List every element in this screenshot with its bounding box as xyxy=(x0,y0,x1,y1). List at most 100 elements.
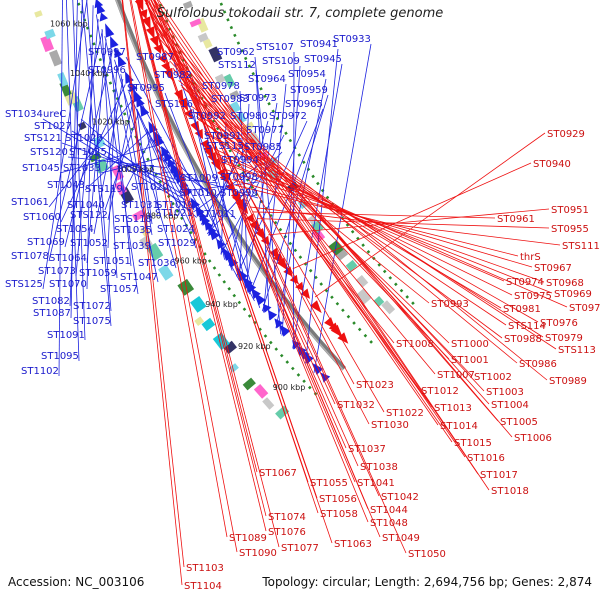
gene-label-red: ST1042 xyxy=(381,492,419,503)
blue-leader-line xyxy=(169,171,259,199)
gene-label-blue: STS107 xyxy=(256,42,294,53)
gene-label-red: ST1018 xyxy=(491,486,529,497)
cog-block-outer xyxy=(190,296,207,313)
blue-leader-line xyxy=(72,0,86,341)
kbp-tick-label: 1060 kbp xyxy=(50,19,88,28)
gene-label-blue: ST1025 xyxy=(69,147,107,158)
gene-label-blue: ST1020 xyxy=(131,182,169,193)
red-leader-line xyxy=(145,2,439,426)
cog-block-inner xyxy=(381,300,396,315)
cog-block-outer xyxy=(158,264,174,281)
gene-label-blue: ST0933 xyxy=(333,34,371,45)
gene-label-blue: ST1010 xyxy=(179,188,217,199)
blue-leader-line xyxy=(220,134,285,255)
gene-label-blue: STS119 xyxy=(85,184,123,195)
gene-label-red: ST1067 xyxy=(259,468,297,479)
reverse-gene xyxy=(276,257,288,271)
kbp-tick-label: 920 kbp xyxy=(238,342,271,351)
gene-label-red: ST1003 xyxy=(486,387,524,398)
gene-label-blue: ST0996 xyxy=(88,65,126,76)
gene-label-blue: ST0994 xyxy=(221,155,259,166)
gene-label-blue: ST0985 xyxy=(244,142,282,153)
gene-label-blue: ST1070 xyxy=(49,279,87,290)
red-leader-line xyxy=(122,0,185,568)
forward-gene xyxy=(267,310,278,321)
blue-leader-line xyxy=(255,69,270,321)
blue-leader-line xyxy=(305,48,339,364)
blue-leader-line xyxy=(236,120,308,277)
red-leader-line xyxy=(149,14,513,438)
cog-block-inner xyxy=(355,275,369,288)
gene-label-blue: ST1033 xyxy=(63,163,101,174)
blue-leader-line xyxy=(42,118,191,208)
gene-label-red: ST0988 xyxy=(504,334,542,345)
cog-block-outer xyxy=(44,28,56,40)
gene-label-red: ST1032 xyxy=(337,400,375,411)
gene-label-blue: ST1034 xyxy=(5,109,43,120)
gene-label-blue: ST1075 xyxy=(73,316,111,327)
red-leader-line xyxy=(181,86,518,364)
forward-gene xyxy=(195,205,205,217)
gene-label-red: ST1015 xyxy=(454,438,492,449)
gene-label-red: ST1038 xyxy=(360,462,398,473)
cog-block-outer xyxy=(131,209,145,222)
gene-label-blue: ST1069 xyxy=(27,237,65,248)
gene-label-red: STS111 xyxy=(562,241,600,252)
red-leader-line xyxy=(153,0,369,523)
red-leader-line xyxy=(136,0,267,532)
blue-leader-line xyxy=(151,139,237,220)
red-leader-line xyxy=(154,0,479,475)
gene-label-red: ST1008 xyxy=(396,339,434,350)
map-title: Sulfolobus tokodaii str. 7, complete gen… xyxy=(156,6,444,21)
reverse-gene xyxy=(217,168,226,178)
gene-label-blue: ST1039 xyxy=(113,241,151,252)
cog-block-inner xyxy=(182,0,193,10)
gene-label-blue: ST1072 xyxy=(73,301,111,312)
gene-label-blue: STS116 xyxy=(155,99,193,110)
reverse-gene xyxy=(141,16,151,30)
red-leader-line xyxy=(252,211,496,219)
cog-block-outer xyxy=(212,332,230,351)
gene-label-red: ST1004 xyxy=(491,400,529,411)
red-leader-line xyxy=(146,0,453,443)
gene-label-blue: ST1026 xyxy=(65,133,103,144)
cog-block-inner xyxy=(345,259,358,272)
gene-label-red: ST0967 xyxy=(534,263,572,274)
gene-label-blue: STS115 xyxy=(206,141,244,152)
gene-label-red: ST0971 xyxy=(569,303,600,314)
gene-label-blue: ST1045 xyxy=(22,163,60,174)
gene-label-red: ST0979 xyxy=(545,333,583,344)
cog-block-outer xyxy=(177,278,195,296)
blue-leader-line xyxy=(254,56,282,335)
gene-label-red: ST0940 xyxy=(533,159,571,170)
gene-label-red: ST1016 xyxy=(467,453,505,464)
gene-label-red: ST1001 xyxy=(451,355,489,366)
gene-label-blue: STS112 xyxy=(218,60,256,71)
gene-label-red: STS113 xyxy=(558,345,596,356)
gene-label-red: thrS xyxy=(520,252,541,263)
blue-leader-line xyxy=(146,128,194,219)
gene-label-blue: ST0978 xyxy=(202,81,240,92)
gene-label-red: ST1012 xyxy=(421,386,459,397)
reverse-gene xyxy=(219,172,230,185)
blue-leader-line xyxy=(48,99,133,208)
gene-label-blue: ST0992 xyxy=(188,111,226,122)
cog-block-inner xyxy=(223,73,236,88)
kbp-tick-label: 1040 kbp xyxy=(70,69,108,78)
cog-block-outer xyxy=(57,72,69,87)
gene-label-red: ST1023 xyxy=(356,380,394,391)
gene-label-blue: ST1091 xyxy=(47,330,85,341)
gene-label-red: ST0974 xyxy=(506,277,544,288)
gene-label-blue: ST1051 xyxy=(93,256,131,267)
reverse-gene xyxy=(337,332,349,344)
gene-label-blue: ST1102 xyxy=(21,366,59,377)
red-leader-line xyxy=(136,0,258,473)
red-leader-line xyxy=(129,0,228,538)
gene-label-blue: ST1059 xyxy=(79,268,117,279)
red-leader-line xyxy=(225,169,545,283)
blue-leader-line xyxy=(192,108,225,260)
gene-label-red: ST1013 xyxy=(434,403,472,414)
cog-block-inner xyxy=(202,38,213,49)
cog-block-outer xyxy=(194,316,205,326)
